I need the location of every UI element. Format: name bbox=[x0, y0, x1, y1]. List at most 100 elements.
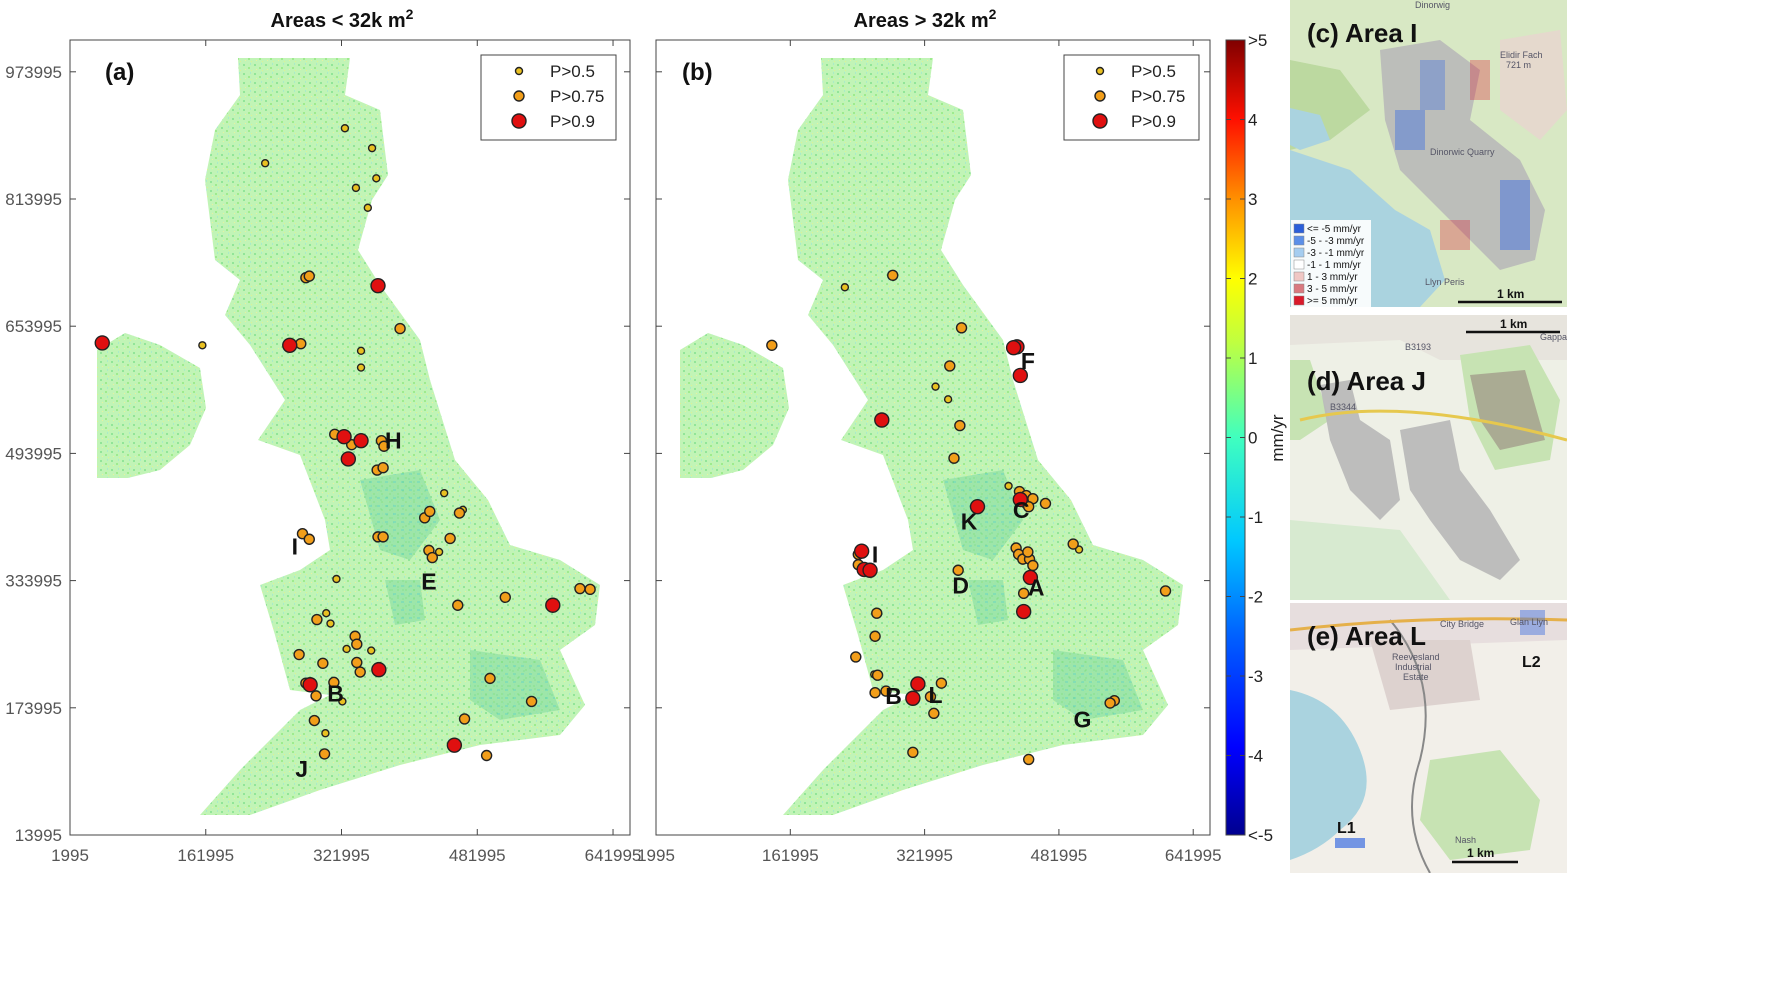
inset-c-quarry bbox=[1380, 40, 1545, 270]
inset-c-legend-swatch bbox=[1293, 283, 1305, 294]
inset-c-legend-swatch bbox=[1293, 247, 1305, 258]
point-p075 bbox=[394, 322, 406, 335]
area-label-i: I bbox=[292, 533, 298, 559]
inset-e-label-nash: Nash bbox=[1455, 835, 1476, 845]
colorbar-tick-label: <-5 bbox=[1248, 826, 1273, 845]
point-p09 bbox=[969, 498, 986, 515]
point-p075 bbox=[954, 419, 966, 432]
inset-c: Dinorwig Elidir Fach 721 m Dinorwic Quar… bbox=[1290, 0, 1567, 307]
point-p075 bbox=[1104, 697, 1116, 709]
point-p09 bbox=[874, 412, 890, 428]
inset-e-label-estate: Estate bbox=[1403, 672, 1429, 682]
panel-a-ytick-label: 813995 bbox=[5, 190, 62, 209]
panel-a-legend-box bbox=[480, 54, 617, 141]
panel-a-ytick-label: 973995 bbox=[5, 63, 62, 82]
legend-b-label-p05: P>0.5 bbox=[1131, 62, 1176, 81]
point-p05 bbox=[1004, 481, 1013, 491]
great-britain-shape-a bbox=[200, 58, 600, 815]
point-p09 bbox=[353, 432, 369, 449]
point-p075 bbox=[944, 360, 956, 372]
point-p075 bbox=[426, 551, 439, 564]
point-p05 bbox=[260, 159, 270, 168]
point-p075 bbox=[310, 690, 322, 702]
area-label-g: G bbox=[1073, 707, 1091, 733]
point-p05 bbox=[351, 183, 361, 193]
inset-c-legend-box bbox=[1291, 220, 1371, 307]
legend-marker-p09 bbox=[511, 113, 527, 129]
inset-c-velocity-cluster-2 bbox=[1500, 180, 1530, 250]
legend-label-p05: P>0.5 bbox=[550, 62, 595, 81]
point-p075 bbox=[1022, 753, 1035, 766]
legend-b-marker-p09 bbox=[1092, 113, 1108, 129]
colorbar-tick-label: -2 bbox=[1248, 588, 1263, 607]
panel-b: Areas > 32k m2 1995 161995 321995 481995 641… bbox=[637, 6, 1221, 865]
panel-a-title: Areas < 32k m2 bbox=[271, 6, 414, 32]
point-p09 bbox=[371, 661, 387, 678]
area-label-d: D bbox=[952, 572, 969, 598]
panel-b-legend: P>0.5 P>0.75 P>0.9 bbox=[1063, 54, 1200, 141]
inset-c-legend-label: -5 - -3 mm/yr bbox=[1307, 236, 1365, 247]
point-p075 bbox=[308, 714, 321, 727]
point-p075 bbox=[484, 672, 496, 685]
point-p075 bbox=[952, 564, 964, 576]
area-label-j: J bbox=[295, 756, 308, 782]
inset-c-label-quarry: Dinorwic Quarry bbox=[1430, 147, 1495, 157]
colorbar-tick-label: 1 bbox=[1248, 349, 1257, 368]
panel-a-legend: P>0.5 P>0.75 P>0.9 bbox=[480, 54, 617, 141]
inset-e-velocity-cluster-l1 bbox=[1335, 838, 1365, 848]
point-p09 bbox=[282, 337, 298, 353]
point-p05 bbox=[356, 363, 366, 372]
inset-e-fields bbox=[1420, 750, 1540, 860]
point-p05 bbox=[367, 143, 377, 153]
point-p075 bbox=[880, 685, 892, 697]
point-p05 bbox=[342, 644, 351, 654]
point-p075 bbox=[480, 749, 493, 762]
point-p09 bbox=[1012, 491, 1029, 508]
inset-e-railway bbox=[1389, 619, 1431, 873]
point-p075 bbox=[378, 440, 390, 452]
point-p05 bbox=[372, 174, 381, 183]
panel-a-title-main: Areas < 32k m bbox=[271, 10, 406, 32]
urban-cluster-b1 bbox=[943, 470, 1023, 560]
colorbar-tick-label: 3 bbox=[1248, 190, 1257, 209]
point-p05 bbox=[340, 124, 350, 133]
inset-e: City Bridge Glan Llyn Reevesland Industr… bbox=[1290, 603, 1567, 873]
point-p075 bbox=[525, 695, 538, 708]
panel-a-map bbox=[97, 58, 600, 815]
point-p075 bbox=[1067, 538, 1079, 550]
point-p075 bbox=[354, 666, 366, 678]
inset-c-velocity-cluster-1 bbox=[1395, 110, 1425, 150]
panel-a-label: (a) bbox=[105, 59, 134, 86]
panel-b-xtick-label: 641995 bbox=[1165, 846, 1222, 865]
point-p075 bbox=[928, 707, 940, 720]
panel-a-marks: H I E B J bbox=[94, 124, 596, 782]
point-p075 bbox=[887, 269, 899, 282]
panel-a-ytick-label: 13995 bbox=[15, 826, 62, 845]
point-p075 bbox=[444, 532, 456, 545]
point-p09 bbox=[370, 277, 386, 294]
inset-e-velocity-cluster-l2 bbox=[1520, 610, 1545, 635]
inset-c-label-height: 721 m bbox=[1506, 60, 1531, 70]
area-label-h: H bbox=[385, 428, 402, 454]
inset-d-scale-label: 1 km bbox=[1500, 317, 1527, 331]
inset-e-label-l1: L1 bbox=[1337, 820, 1356, 837]
inset-e-scale-label: 1 km bbox=[1467, 846, 1494, 860]
inset-e-title: (e) Area L bbox=[1307, 621, 1426, 651]
area-label-a: A bbox=[1028, 575, 1045, 601]
area-label-e: E bbox=[421, 568, 436, 594]
inset-c-legend: <= -5 mm/yr-5 - -3 mm/yr-3 - -1 mm/yr-1 … bbox=[1291, 220, 1371, 307]
inset-c-legend-swatch bbox=[1293, 223, 1305, 234]
inset-c-scale-label: 1 km bbox=[1497, 287, 1524, 301]
point-p075 bbox=[311, 613, 323, 626]
point-p075 bbox=[351, 638, 363, 650]
point-p09 bbox=[1022, 569, 1039, 586]
panel-a-ytick-label: 173995 bbox=[5, 699, 62, 718]
inset-d-label-b3344: B3344 bbox=[1330, 402, 1356, 412]
point-p075 bbox=[871, 669, 884, 681]
inset-c-legend-swatch bbox=[1293, 295, 1305, 306]
point-p075 bbox=[328, 676, 340, 689]
panel-b-title: Areas > 32k m2 bbox=[854, 6, 997, 32]
legend-label-p09: P>0.9 bbox=[550, 112, 595, 131]
inset-e-label-l2: L2 bbox=[1522, 654, 1541, 671]
